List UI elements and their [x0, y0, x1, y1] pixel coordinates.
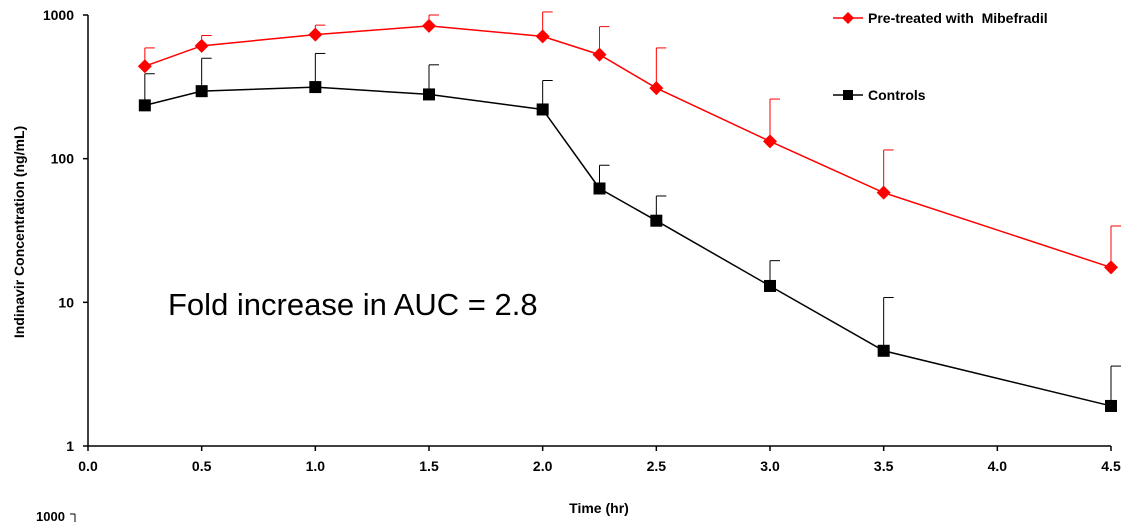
- data-point-mibefradil: [308, 27, 323, 42]
- x-ticks: 0.0 0.5 1.0 1.5 2.0 2.5 3.0 3.5 4.0 4.5: [78, 446, 1121, 474]
- markers: [137, 18, 1118, 412]
- data-point-controls: [423, 88, 435, 101]
- legend-label-controls: Controls: [868, 87, 926, 103]
- annotation-text: Fold increase in AUC = 2.8: [168, 287, 538, 322]
- data-point-mibefradil: [422, 18, 436, 33]
- y-tick-label: 100: [51, 151, 75, 167]
- series-line-controls: [144, 86, 1112, 407]
- data-point-mibefradil: [649, 81, 664, 96]
- data-point-controls: [309, 81, 322, 94]
- data-point-controls: [650, 214, 663, 227]
- y-tick-label: 10: [58, 294, 74, 310]
- data-point-controls: [536, 103, 549, 116]
- data-point-controls: [764, 279, 776, 292]
- data-point-mibefradil: [592, 47, 607, 62]
- data-point-controls: [593, 182, 606, 195]
- x-tick-label: 2.0: [533, 458, 553, 474]
- x-tick-label: 4.0: [988, 458, 1008, 474]
- x-tick-label: 4.5: [1101, 458, 1121, 474]
- data-point-mibefradil: [137, 59, 152, 74]
- y-tick-label: 1: [66, 438, 74, 454]
- data-point-controls: [877, 344, 890, 357]
- legend-marker-mibefradil: [842, 12, 854, 24]
- data-point-mibefradil: [876, 185, 891, 200]
- y-ticks: 1 10 100 1000: [43, 7, 88, 454]
- x-tick-label: 0.0: [78, 458, 98, 474]
- series-lines: [144, 25, 1112, 407]
- legend-marker-controls: [843, 90, 853, 100]
- x-tick-label: 3.5: [874, 458, 894, 474]
- legend-label-mibefradil: Pre-treated with Mibefradil: [868, 10, 1048, 26]
- data-point-controls: [195, 85, 208, 98]
- series-line-mibefradil: [144, 25, 1112, 269]
- y-tick-label: 1000: [43, 7, 74, 23]
- data-point-mibefradil: [535, 29, 550, 44]
- x-tick-label: 2.5: [647, 458, 667, 474]
- data-point-controls: [1105, 399, 1117, 412]
- x-tick-label: 1.0: [306, 458, 326, 474]
- data-point-mibefradil: [763, 134, 777, 149]
- x-tick-label: 3.0: [760, 458, 780, 474]
- y-axis-title: Indinavir Concentration (ng/mL): [11, 126, 27, 338]
- stray-axis-label: 1000: [36, 509, 65, 522]
- legend: Pre-treated with Mibefradil Controls: [833, 10, 1048, 103]
- error-bars: [144, 11, 1121, 406]
- data-point-mibefradil: [194, 38, 209, 53]
- x-tick-label: 1.5: [419, 458, 439, 474]
- x-axis-title: Time (hr): [569, 500, 629, 516]
- data-point-controls: [138, 99, 151, 112]
- x-tick-label: 0.5: [192, 458, 212, 474]
- data-point-mibefradil: [1104, 260, 1118, 275]
